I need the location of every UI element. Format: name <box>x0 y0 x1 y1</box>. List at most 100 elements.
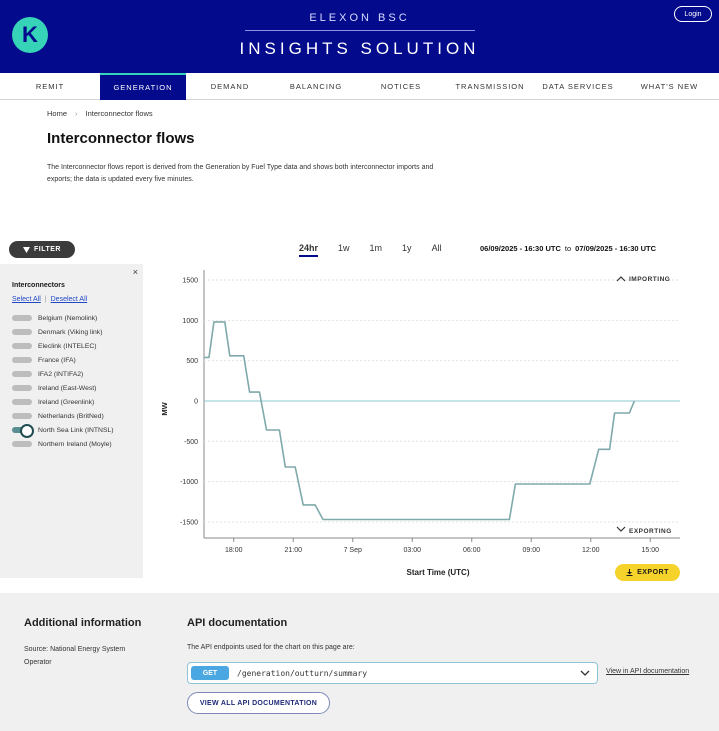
view-in-api-doc-link[interactable]: View in API documentation <box>606 668 690 675</box>
select-all-link[interactable]: Select All <box>12 296 41 303</box>
chevron-up-icon <box>616 276 626 282</box>
interconnector-item[interactable]: Netherlands (BritNed) <box>12 409 140 423</box>
nav-remit[interactable]: REMIT <box>35 82 65 91</box>
toggle-switch[interactable] <box>12 399 32 405</box>
interconnector-item[interactable]: North Sea Link (INTNSL) <box>12 423 140 438</box>
toggle-switch[interactable] <box>12 371 32 377</box>
x-tick-label: 09:00 <box>522 547 540 554</box>
interconnector-item[interactable]: Ireland (East-West) <box>12 381 140 395</box>
chevron-down-icon <box>616 526 626 532</box>
range-tab-all[interactable]: All <box>431 243 442 253</box>
brand-subtitle: ELEXON BSC <box>309 12 410 24</box>
y-tick-label: 1000 <box>182 318 198 325</box>
interconnector-item[interactable]: Ireland (Greenlink) <box>12 395 140 409</box>
nav-generation[interactable]: GENERATION <box>100 73 186 100</box>
chart-area: 1500 1000 500 0 -500 -1000 -1500 18:00 21:00 7 Se… <box>147 264 687 582</box>
interconnector-label: Netherlands (BritNed) <box>38 412 104 420</box>
range-tab-1w[interactable]: 1w <box>338 243 350 253</box>
y-tick-label: 0 <box>194 398 198 405</box>
main-nav: REMIT GENERATION DEMAND BALANCING NOTICE… <box>0 73 719 100</box>
toggle-switch[interactable] <box>12 441 32 447</box>
breadcrumb-current: Interconnector flows <box>85 109 153 118</box>
interconnector-item[interactable]: Denmark (Viking link) <box>12 325 140 339</box>
x-tick-label: 18:00 <box>225 547 243 554</box>
interconnector-label: Northern Ireland (Moyle) <box>38 440 112 448</box>
y-tick-label: 500 <box>186 358 198 365</box>
export-button[interactable]: EXPORT <box>615 564 680 581</box>
toggle-switch[interactable] <box>12 424 34 438</box>
filter-panel: × Interconnectors Select All | Deselect … <box>0 264 143 578</box>
interconnector-chart[interactable]: 1500 1000 500 0 -500 -1000 -1500 18:00 21:00 7 Se… <box>147 264 687 582</box>
interconnector-list: Belgium (Nemolink) Denmark (Viking link) E… <box>12 311 140 451</box>
breadcrumb-home[interactable]: Home <box>47 109 68 118</box>
login-button[interactable]: Login <box>674 6 712 22</box>
api-doc-description: The API endpoints used for the chart on … <box>187 644 355 651</box>
range-tab-24hr[interactable]: 24hr <box>299 243 319 257</box>
close-icon[interactable]: × <box>132 267 138 277</box>
x-tick-label: 15:00 <box>641 547 659 554</box>
date-to[interactable]: 07/09/2025 - 16:30 UTC <box>575 244 657 253</box>
nav-data-services[interactable]: DATA SERVICES <box>542 82 614 91</box>
toggle-switch[interactable] <box>12 357 32 363</box>
y-tick-label: -1500 <box>180 519 198 526</box>
endpoint-select[interactable]: GET /generation/outturn/summary <box>187 662 598 684</box>
filter-label: FILTER <box>34 246 61 253</box>
y-axis-label: MW <box>160 401 169 415</box>
range-tab-1y[interactable]: 1y <box>402 243 412 253</box>
interconnector-label: Eleclink (INTELEC) <box>38 342 97 350</box>
x-axis-label: Start Time (UTC) <box>407 568 470 577</box>
view-all-api-button[interactable]: VIEW ALL API DOCUMENTATION <box>187 692 330 714</box>
deselect-all-link[interactable]: Deselect All <box>50 296 88 303</box>
export-label: EXPORT <box>637 569 669 576</box>
interconnector-item[interactable]: France (IFA) <box>12 353 140 367</box>
interconnector-item[interactable]: Belgium (Nemolink) <box>12 311 140 325</box>
page-title: Interconnector flows <box>47 130 195 147</box>
time-range-tabs: 24hr 1w 1m 1y All <box>299 243 462 257</box>
nav-balancing[interactable]: BALANCING <box>289 82 343 91</box>
interconnector-label: IFA2 (INTIFA2) <box>38 370 84 378</box>
toggle-switch[interactable] <box>12 329 32 335</box>
additional-info-title: Additional information <box>24 617 142 629</box>
endpoint-path: /generation/outturn/summary <box>237 668 368 678</box>
toggle-switch[interactable] <box>12 343 32 349</box>
kinetic-logo-icon[interactable]: K <box>12 17 48 53</box>
interconnector-item[interactable]: IFA2 (INTIFA2) <box>12 367 140 381</box>
series-line-north-sea-link <box>204 321 636 521</box>
api-doc-title: API documentation <box>187 617 288 629</box>
x-tick-label: 12:00 <box>582 547 600 554</box>
interconnector-item[interactable]: Eleclink (INTELEC) <box>12 339 140 353</box>
source-text: Source: National Energy System Operator <box>24 646 126 666</box>
brand-title: INSIGHTS SOLUTION <box>239 39 480 58</box>
nav-whats-new[interactable]: WHAT'S NEW <box>640 82 699 91</box>
interconnector-label: Ireland (East-West) <box>38 384 97 392</box>
interconnector-label: Belgium (Nemolink) <box>38 314 98 322</box>
interconnector-label: Ireland (Greenlink) <box>38 398 95 406</box>
method-badge: GET <box>191 666 229 680</box>
x-tick-label: 21:00 <box>284 547 302 554</box>
page-description: The Interconnector flows report is deriv… <box>47 164 434 183</box>
breadcrumb: Home › Interconnector flows <box>47 109 153 118</box>
date-from[interactable]: 06/09/2025 - 16:30 UTC <box>480 244 561 253</box>
select-links: Select All | Deselect All <box>12 296 87 303</box>
interconnector-label: Denmark (Viking link) <box>38 328 103 336</box>
link-divider: | <box>44 296 47 303</box>
y-tick-label: -1000 <box>180 479 198 486</box>
x-tick-label: 06:00 <box>463 547 481 554</box>
chevron-right-icon: › <box>75 109 78 118</box>
toggle-switch[interactable] <box>12 385 32 391</box>
nav-transmission[interactable]: TRANSMISSION <box>455 82 525 91</box>
y-tick-label: 1500 <box>182 278 198 285</box>
range-tab-1m[interactable]: 1m <box>369 243 383 253</box>
importing-label: IMPORTING <box>629 276 670 283</box>
chevron-down-icon[interactable] <box>580 670 590 676</box>
date-to-word: to <box>564 244 572 253</box>
interconnector-item[interactable]: Northern Ireland (Moyle) <box>12 437 140 451</box>
filter-button[interactable]: FILTER <box>9 241 75 258</box>
nav-notices[interactable]: NOTICES <box>380 82 422 91</box>
filter-icon <box>23 246 30 253</box>
toggle-switch[interactable] <box>12 315 32 321</box>
bottom-section: Additional information Source: National … <box>0 593 719 731</box>
toggle-switch[interactable] <box>12 413 32 419</box>
nav-demand[interactable]: DEMAND <box>210 82 250 91</box>
y-tick-label: -500 <box>184 439 198 446</box>
